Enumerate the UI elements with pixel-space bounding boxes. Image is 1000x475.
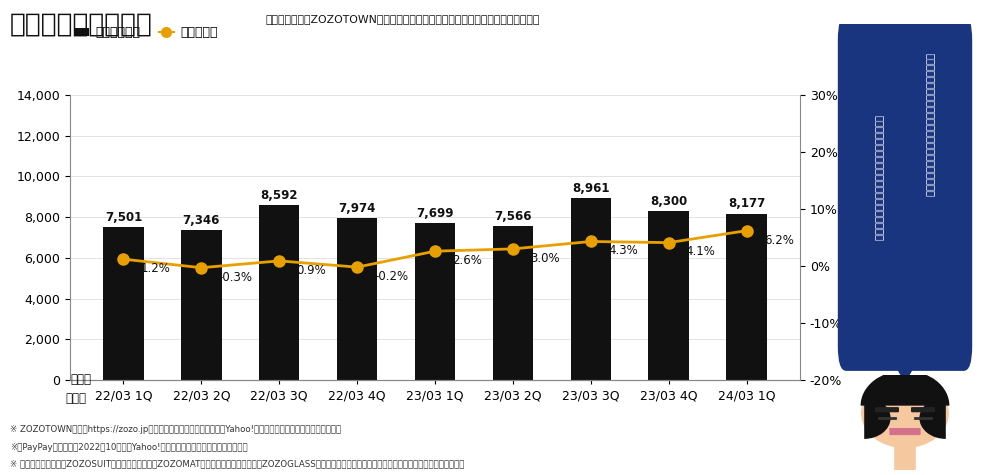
FancyBboxPatch shape [838,16,972,371]
Text: 7,974: 7,974 [338,201,376,215]
Text: 数が増加した結果、高い上昇率となりました。: 数が増加した結果、高い上昇率となりました。 [875,114,885,241]
Text: （円）: （円） [70,373,91,386]
Text: 8,300: 8,300 [650,195,687,208]
Text: 4.1%: 4.1% [686,246,716,258]
Text: -0.3%: -0.3% [218,271,252,284]
Text: 平均出荷単価はZOZOTOWNの商品取扱高を同期間の出荷件数で除すことにより算出: 平均出荷単価はZOZOTOWNの商品取扱高を同期間の出荷件数で除すことにより算出 [265,14,539,24]
Text: ※ 体型計測デバイス「ZOZOSUIT（ゾゾスーツ）」「ZOZOMAT（ゾゾマット）」および「ZOZOGLASS（ゾゾグラス）」のみを購入したユーザーは含んでお: ※ 体型計測デバイス「ZOZOSUIT（ゾゾスーツ）」「ZOZOMAT（ゾゾマッ… [10,459,464,468]
Text: 0.9%: 0.9% [296,264,326,277]
Text: 3.0%: 3.0% [530,252,560,265]
Wedge shape [919,397,946,439]
Text: 7,346: 7,346 [183,214,220,228]
Bar [259,205,299,380]
Text: 7,699: 7,699 [416,207,454,220]
Bar [337,218,377,380]
Text: 1.2%: 1.2% [141,262,170,275]
Text: 6.2%: 6.2% [764,234,794,247]
Text: 8,592: 8,592 [260,189,298,202]
FancyBboxPatch shape [894,446,916,471]
Bar [726,214,767,380]
FancyBboxPatch shape [889,428,921,435]
Text: （期）: （期） [65,392,86,405]
Text: ※「PayPayモール」は2022年10月に「Yahoo!ショッピング」へ統合いたしました。: ※「PayPayモール」は2022年10月に「Yahoo!ショッピング」へ統合い… [10,443,248,452]
Polygon shape [884,346,926,383]
Text: 平均出荷単価の推移: 平均出荷単価の推移 [10,12,153,38]
Bar [415,223,455,380]
Bar [648,211,689,380]
Text: 8,177: 8,177 [728,198,765,210]
Text: 7,501: 7,501 [105,211,142,224]
Text: 8,961: 8,961 [572,181,610,195]
Text: 7,566: 7,566 [494,210,532,223]
FancyBboxPatch shape [911,407,935,412]
Bar [493,226,533,380]
Bar [103,228,144,380]
Text: 2.6%: 2.6% [452,254,482,267]
Bar [571,198,611,380]
Circle shape [862,379,948,447]
Text: ※ ZOZOTOWN事業（https://zozo.jp）に限定した実績となります。「Yahoo!ショッピング」は含んでおりません。: ※ ZOZOTOWN事業（https://zozo.jp）に限定した実績となりま… [10,425,341,434]
Text: 商品単価の上昇に加え、１注文あたりの購入アイテム: 商品単価の上昇に加え、１注文あたりの購入アイテム [925,53,935,197]
Text: -0.2%: -0.2% [374,270,408,283]
Text: 4.3%: 4.3% [608,244,638,257]
Wedge shape [861,370,949,406]
FancyBboxPatch shape [875,407,899,412]
Wedge shape [864,397,891,439]
Legend: 平均出荷単価, 前年同期比: 平均出荷単価, 前年同期比 [69,21,223,45]
Bar [181,230,222,380]
